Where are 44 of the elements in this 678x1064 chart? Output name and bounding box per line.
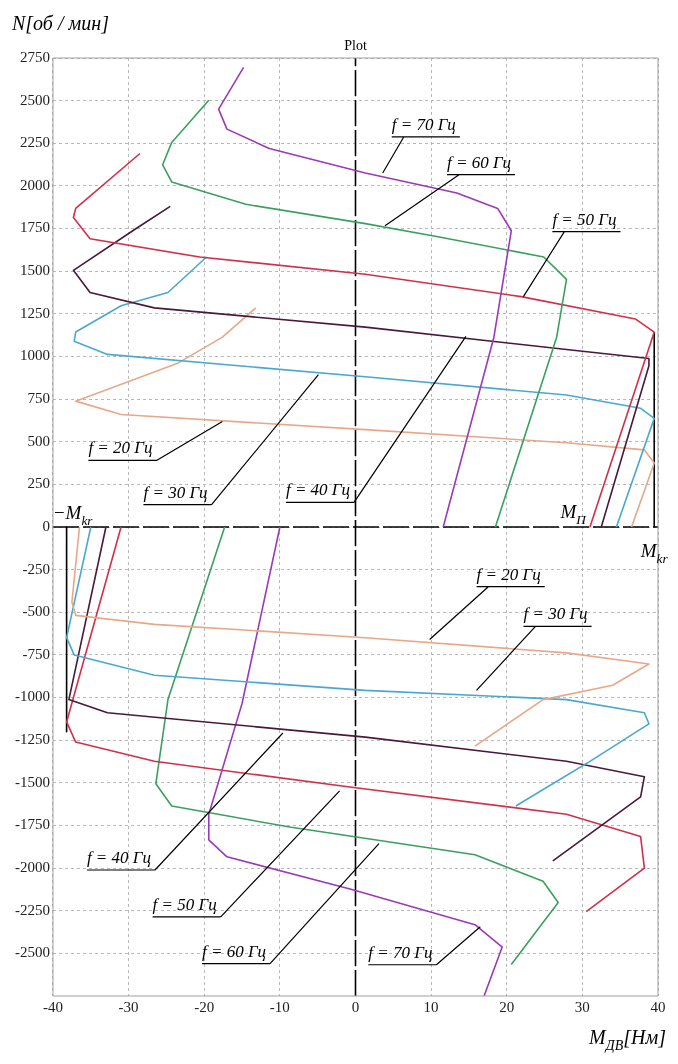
y-tick-label: 1000 bbox=[20, 347, 50, 364]
y-tick-label: -1500 bbox=[15, 773, 50, 790]
annotation: f = 40 Гц bbox=[86, 848, 152, 868]
x-tick-label: 20 bbox=[499, 998, 515, 1015]
x-tick-label: 40 bbox=[650, 998, 666, 1015]
y-tick-label: -2000 bbox=[15, 859, 50, 876]
x-tick-label: -40 bbox=[43, 998, 63, 1015]
y-tick-label: 1500 bbox=[20, 262, 50, 279]
y-tick-label: 2750 bbox=[20, 48, 50, 65]
y-tick-label: 500 bbox=[27, 432, 50, 449]
y-tick-label: 0 bbox=[42, 517, 50, 534]
annotation: f = 70 Гц bbox=[391, 114, 456, 134]
annotation: f = 30 Гц bbox=[523, 604, 588, 624]
annotation: f = 30 Гц bbox=[143, 482, 208, 502]
y-tick-label: -2250 bbox=[15, 901, 50, 918]
annotation: f = 20 Гц bbox=[476, 564, 541, 584]
annotation: f = 60 Гц bbox=[201, 941, 267, 961]
y-tick-label: 1750 bbox=[20, 219, 50, 236]
annotation: f = 20 Гц bbox=[88, 438, 153, 458]
y-tick-label: 2250 bbox=[20, 134, 50, 151]
y-axis-title: N[об / мин] bbox=[11, 12, 109, 34]
chart-title: Plot bbox=[344, 38, 367, 53]
y-tick-label: 2500 bbox=[20, 91, 50, 108]
annotation: f = 60 Гц bbox=[446, 152, 512, 172]
y-tick-label: -1750 bbox=[15, 816, 50, 833]
y-tick-label: 1250 bbox=[20, 304, 50, 321]
y-tick-label: -500 bbox=[22, 603, 50, 620]
annotation: f = 50 Гц bbox=[152, 894, 217, 914]
y-tick-label: 250 bbox=[27, 475, 50, 492]
x-tick-label: -20 bbox=[194, 998, 215, 1015]
y-tick-label: -750 bbox=[22, 645, 50, 662]
x-tick-label: 10 bbox=[423, 998, 439, 1015]
y-tick-label: -1250 bbox=[15, 731, 50, 748]
y-tick-label: -1000 bbox=[15, 688, 50, 705]
y-tick-label: -250 bbox=[22, 560, 50, 577]
y-tick-label: -2500 bbox=[15, 944, 50, 961]
annotation: f = 50 Гц bbox=[552, 209, 617, 229]
x-tick-label: 30 bbox=[574, 998, 590, 1015]
x-tick-label: -30 bbox=[118, 998, 139, 1015]
y-tick-label: 750 bbox=[27, 390, 50, 407]
y-tick-label: 2000 bbox=[20, 176, 50, 193]
x-tick-label: 0 bbox=[351, 998, 360, 1015]
annotation: f = 70 Гц bbox=[368, 942, 433, 962]
x-tick-label: -10 bbox=[269, 998, 290, 1015]
